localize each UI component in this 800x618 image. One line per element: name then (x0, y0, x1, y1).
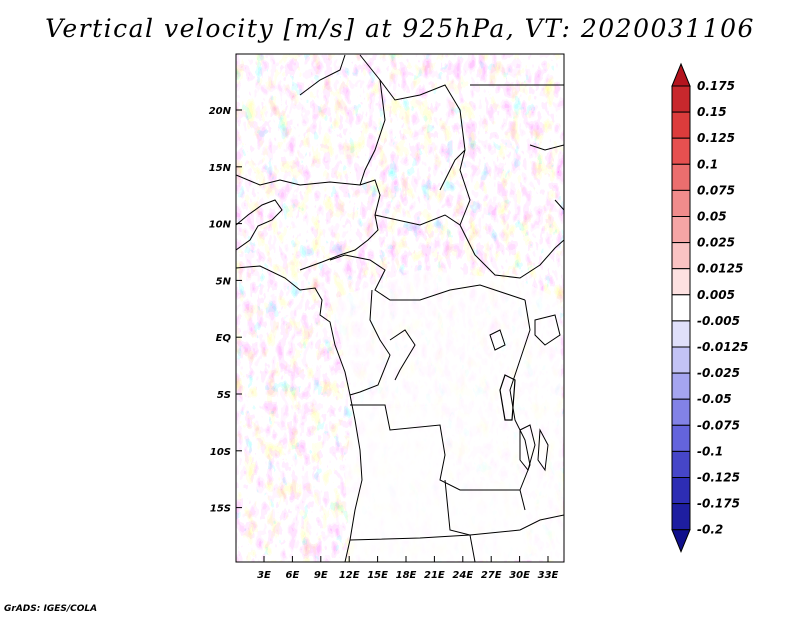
colorbar-level-label: 0.005 (697, 288, 735, 302)
colorbar-bin (671, 189, 691, 217)
colorbar-bin (671, 450, 691, 478)
lat-tick-label: 15N (209, 163, 232, 174)
colorbar-bin (671, 372, 691, 400)
colorbar-bin (671, 503, 691, 531)
plot-title: Vertical velocity [m/s] at 925hPa, VT: 2… (45, 14, 755, 43)
colorbar-level-label: -0.0125 (697, 340, 748, 354)
colorbar-level-label: -0.125 (697, 471, 740, 485)
colorbar-level-label: -0.05 (697, 392, 732, 406)
lon-tick-label: 3E (257, 570, 271, 581)
lon-tick-label: 21E (424, 570, 445, 581)
colorbar-top-arrow (671, 62, 691, 87)
lat-tick-label: 20N (209, 106, 232, 117)
lat-tick-label: 10N (209, 220, 232, 231)
velocity-field (236, 54, 564, 562)
lat-tick-label: EQ (216, 333, 232, 344)
colorbar-level-label: 0.0125 (697, 262, 743, 276)
colorbar-bin (671, 294, 691, 322)
colorbar-bin (671, 346, 691, 374)
colorbar-level-label: 0.025 (697, 236, 735, 250)
lat-tick-label: 10S (210, 447, 231, 458)
lon-tick-label: 30E (509, 570, 530, 581)
lon-tick-label: 33E (538, 570, 559, 581)
colorbar-bin (671, 424, 691, 452)
lat-tick-label: 5N (216, 276, 232, 287)
colorbar-level-label: 0.15 (697, 105, 727, 119)
lon-tick-label: 9E (314, 570, 328, 581)
colorbar-bin (671, 85, 691, 113)
colorbar-bottom-arrow (671, 529, 691, 554)
coastlines-borders (236, 54, 564, 562)
colorbar-bin (671, 216, 691, 244)
colorbar-level-label: -0.1 (697, 444, 723, 458)
colorbar-bin (671, 163, 691, 191)
lon-tick-label: 15E (367, 570, 388, 581)
lat-tick-label: 5S (217, 390, 231, 401)
colorbar-level-label: -0.025 (697, 366, 740, 380)
colorbar-level-label: -0.075 (697, 418, 740, 432)
colorbar-bin (671, 320, 691, 348)
colorbar-level-label: 0.1 (697, 157, 718, 171)
colorbar-bin (671, 268, 691, 296)
credit-text: GrADS: IGES/COLA (4, 604, 98, 614)
colorbar-bin (671, 398, 691, 426)
plot-frame (235, 53, 565, 563)
colorbar-level-label: 0.175 (697, 79, 735, 93)
lon-tick-label: 18E (396, 570, 417, 581)
lon-tick-label: 6E (286, 570, 300, 581)
colorbar-level-label: 0.075 (697, 183, 735, 197)
lon-tick-label: 24E (452, 570, 473, 581)
lon-tick-label: 12E (339, 570, 360, 581)
colorbar-bin (671, 137, 691, 165)
colorbar-bin (671, 477, 691, 505)
colorbar-bin (671, 242, 691, 270)
colorbar-level-label: -0.2 (697, 523, 723, 537)
colorbar-bin (671, 111, 691, 139)
colorbar-level-label: 0.125 (697, 131, 735, 145)
colorbar-level-label: -0.175 (697, 497, 740, 511)
lat-tick-label: 15S (210, 504, 231, 515)
longitude-axis: 3E 6E 9E 12E 15E 18E 21E 24E 27E 30E 33E (257, 556, 559, 581)
colorbar-level-label: 0.05 (697, 210, 727, 224)
latitude-axis: 20N 15N 10N 5N EQ 5S 10S 15S (209, 106, 242, 515)
colorbar-level-label: -0.005 (697, 314, 740, 328)
lon-tick-label: 27E (481, 570, 502, 581)
